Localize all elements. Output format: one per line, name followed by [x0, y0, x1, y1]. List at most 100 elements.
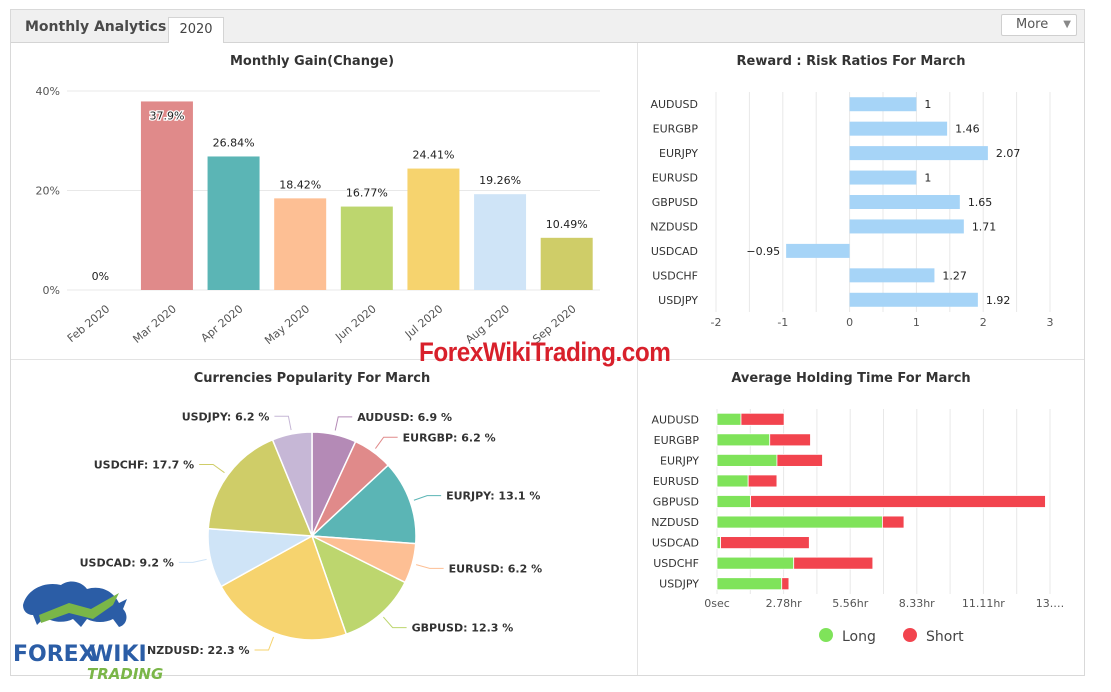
data-label: 24.41%	[412, 149, 454, 162]
connector-line	[199, 464, 225, 474]
x-tick-label: 0	[846, 316, 853, 329]
y-tick-label: EURUSD	[653, 475, 699, 488]
y-tick-label: NZDUSD	[650, 220, 698, 233]
bar-segment	[716, 515, 883, 529]
bar	[849, 121, 948, 136]
forex-wiki-logo: FOREX WIKI TRADING	[13, 581, 163, 683]
bar	[540, 237, 593, 290]
bar	[786, 243, 850, 258]
bar-segment	[716, 536, 721, 550]
y-tick-label: GBPUSD	[653, 496, 699, 509]
bar-segment	[769, 433, 811, 447]
pie-label: EURGBP: 6.2 %	[403, 431, 496, 444]
pie-slice	[271, 431, 313, 537]
chart-title: Reward : Risk Ratios For March	[737, 54, 966, 69]
x-tick-label: -1	[777, 316, 788, 329]
x-tick-label: Apr 2020	[198, 302, 245, 344]
bar-segment	[716, 556, 795, 570]
svg-text:WIKI: WIKI	[89, 642, 147, 667]
row-divider	[11, 359, 1084, 360]
bar	[849, 195, 960, 209]
chart-title: Currencies Popularity For March	[194, 371, 431, 386]
bar	[849, 170, 917, 185]
x-tick-label: 1	[913, 316, 920, 329]
bar-segment	[882, 515, 905, 529]
data-label: 18.42%	[279, 178, 321, 191]
pie-slice	[310, 464, 417, 545]
bar	[849, 146, 988, 161]
bar	[340, 206, 393, 290]
y-tick-label: USDCAD	[651, 245, 698, 258]
data-label: 0%	[92, 270, 109, 283]
bar-segment	[716, 495, 751, 508]
pie-label: EURJPY: 13.1 %	[446, 490, 540, 503]
legend-marker	[819, 628, 833, 642]
svg-text:FOREX: FOREX	[13, 642, 96, 667]
legend-marker	[903, 628, 917, 642]
x-tick-label: 2.78hr	[766, 597, 802, 610]
connector-line	[334, 416, 353, 431]
x-tick-label: -2	[711, 316, 722, 329]
connector-line	[375, 436, 398, 449]
connector-line	[382, 616, 407, 629]
legend-label: Short	[926, 629, 964, 645]
watermark: ForexWikiTrading.com	[419, 337, 671, 367]
tab-2020[interactable]: 2020	[168, 17, 224, 43]
pie-label: EURUSD: 6.2 %	[449, 562, 542, 575]
bar-segment	[716, 412, 742, 426]
pie-label: USDJPY: 6.2 %	[182, 410, 270, 423]
bar-segment	[716, 453, 778, 467]
x-tick-label: 11.11hr	[962, 597, 1005, 610]
y-tick-label: GBPUSD	[652, 196, 698, 209]
y-tick-label: EURGBP	[654, 434, 700, 447]
x-tick-label: Jul 2020	[402, 302, 445, 341]
bar	[207, 156, 260, 290]
more-label: More	[1016, 17, 1049, 32]
chart-title: Average Holding Time For March	[731, 371, 970, 386]
pie-slice	[220, 534, 348, 641]
bar	[274, 198, 327, 290]
data-label: 1	[924, 98, 931, 111]
y-tick-label: EURUSD	[652, 172, 698, 185]
x-tick-label: 13.…	[1036, 597, 1065, 610]
pie-slice	[207, 438, 314, 537]
pie-label: AUDUSD: 6.9 %	[357, 411, 452, 424]
panel-title: Monthly Analytics	[25, 19, 167, 35]
data-label: 37.9%	[149, 109, 184, 122]
y-tick-label: USDCHF	[653, 557, 699, 570]
pie-label: GBPUSD: 12.3 %	[412, 622, 514, 635]
y-tick-label: AUDUSD	[651, 413, 699, 426]
chart-title: Monthly Gain(Change)	[230, 54, 394, 69]
connector-line	[274, 415, 292, 431]
x-tick-label: Feb 2020	[65, 302, 112, 345]
x-tick-label: 2	[980, 316, 987, 329]
legend-label: Long	[842, 629, 876, 645]
bar	[849, 292, 978, 307]
bar-segment	[740, 412, 785, 426]
pie-slice	[310, 534, 407, 636]
bar-segment	[776, 453, 823, 467]
bar	[849, 268, 935, 283]
chevron-down-icon: ▼	[1063, 19, 1071, 30]
bar-segment	[716, 577, 783, 591]
bar-segment	[793, 556, 874, 570]
x-tick-label: Jun 2020	[332, 302, 378, 344]
y-tick-label: NZDUSD	[651, 516, 699, 529]
y-tick-label: USDCAD	[652, 537, 699, 550]
bar	[140, 101, 193, 290]
x-tick-label: 8.33hr	[899, 597, 935, 610]
connector-line	[413, 495, 442, 501]
data-label: 1.46	[955, 123, 980, 136]
pie-label: USDCHF: 17.7 %	[94, 459, 194, 472]
data-label: 16.77%	[346, 187, 388, 200]
y-tick-label: USDJPY	[659, 578, 699, 591]
y-tick-label: EURJPY	[659, 147, 698, 160]
y-tick-label: USDJPY	[658, 294, 698, 307]
bar-segment	[747, 474, 778, 488]
more-dropdown[interactable]: More ▼	[1001, 14, 1077, 36]
connector-line	[254, 636, 275, 651]
bar	[849, 219, 964, 234]
data-label: 1.65	[968, 196, 993, 209]
bar	[474, 194, 527, 290]
data-label: 1.27	[942, 269, 967, 282]
